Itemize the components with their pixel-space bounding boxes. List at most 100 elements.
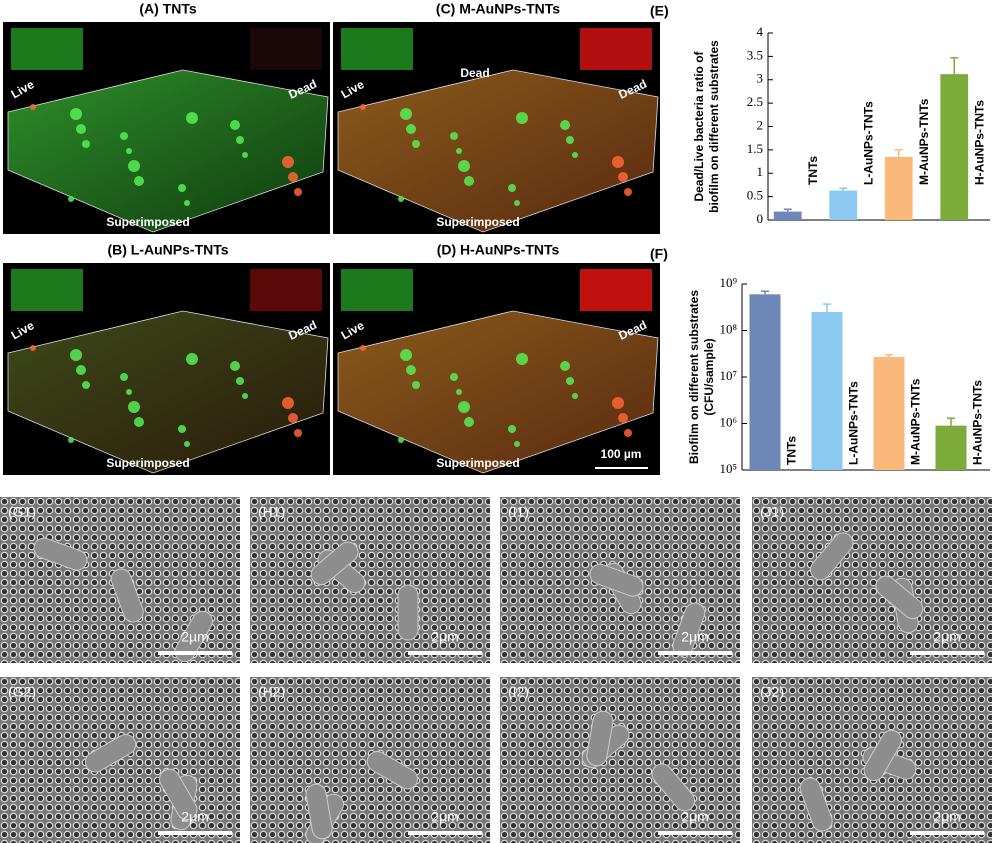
cell — [458, 401, 470, 413]
category-label: L-AuNPs-TNTs — [861, 101, 875, 185]
cell — [560, 361, 570, 371]
cell — [624, 429, 632, 437]
category-label: TNTs — [785, 436, 799, 465]
cell — [618, 172, 628, 182]
sem-label: (H1) — [258, 504, 285, 520]
y-tick-label: 2.5 — [747, 94, 763, 109]
cell — [360, 345, 366, 351]
cell — [514, 200, 520, 206]
y-tick-label: 1.5 — [747, 141, 763, 156]
bar — [884, 156, 913, 220]
y-tick-label: 10⁷ — [719, 368, 737, 383]
cell — [398, 196, 404, 202]
bar — [935, 425, 967, 470]
sem-image: (G1) 2µm — [0, 497, 240, 663]
y-tick-label: 10⁶ — [719, 414, 737, 429]
superimposed-label: Superimposed — [436, 456, 519, 470]
y-tick-label: 10⁸ — [719, 321, 737, 336]
cell — [412, 381, 420, 389]
category-label: M-AuNPs-TNTs — [909, 378, 923, 465]
sem-image: (I2) 2µm — [500, 677, 740, 843]
panel-title: (A) TNTs — [139, 1, 196, 17]
bacterium — [397, 584, 419, 641]
y-tick-label: 0 — [757, 211, 764, 226]
cell — [400, 108, 412, 120]
sem-image: (H2) 2µm — [250, 677, 490, 843]
cell — [242, 152, 248, 158]
cell — [572, 393, 578, 399]
cell — [398, 437, 404, 443]
cell — [566, 377, 574, 385]
category-label: M-AuNPs-TNTs — [917, 98, 931, 185]
cell — [560, 120, 570, 130]
y-tick-label: 10⁹ — [719, 275, 737, 290]
bacterium — [305, 783, 333, 840]
bacterium — [159, 768, 198, 821]
bacterium — [863, 729, 902, 782]
panel-title: (B) L-AuNPs-TNTs — [107, 242, 228, 258]
biofilm-box — [7, 69, 329, 233]
inset-live — [11, 28, 83, 70]
sem-label: (J1) — [760, 504, 784, 520]
cell — [120, 132, 128, 140]
cell — [126, 389, 132, 395]
cell — [76, 124, 86, 134]
panel-label: (E) — [650, 3, 669, 19]
bacterium — [809, 532, 854, 581]
inset-live — [341, 269, 413, 311]
cell — [230, 120, 240, 130]
cell — [70, 108, 82, 120]
y-tick-label: 2 — [757, 117, 764, 132]
cell — [120, 373, 128, 381]
cell — [406, 365, 416, 375]
superimposed-label: Superimposed — [106, 456, 189, 470]
cell — [624, 188, 632, 196]
bacterium — [33, 537, 88, 571]
panel-title: (D) H-AuNPs-TNTs — [437, 242, 560, 258]
scale-label: 2µm — [181, 629, 209, 645]
inset-live — [11, 269, 83, 311]
bacterium — [875, 575, 924, 620]
cell — [288, 413, 298, 423]
cell — [566, 136, 574, 144]
cell — [450, 132, 458, 140]
cell — [82, 381, 90, 389]
category-label: H-AuNPs-TNTs — [971, 380, 985, 465]
y-tick-label: 3 — [757, 71, 764, 86]
cell — [242, 393, 248, 399]
cell — [282, 156, 294, 168]
scale-label: 2µm — [681, 629, 709, 645]
bar — [873, 356, 905, 470]
y-axis-label: Dead/Live bacteria ratio of — [692, 50, 706, 201]
category-label: H-AuNPs-TNTs — [972, 100, 986, 185]
y-axis-label: (CFU/sample) — [702, 338, 716, 415]
sem-label: (G2) — [8, 684, 36, 700]
bar — [829, 190, 858, 220]
scale-label: 2µm — [681, 809, 709, 825]
cell — [30, 345, 36, 351]
cell — [134, 417, 144, 427]
scale-label: 2µm — [431, 809, 459, 825]
bacterium — [310, 541, 359, 586]
cell — [294, 188, 302, 196]
cell — [68, 196, 74, 202]
cell — [178, 184, 186, 192]
bacterium — [110, 568, 144, 623]
sem-image: (H1) 2µm — [250, 497, 490, 663]
cell — [294, 429, 302, 437]
scale-label: 2µm — [933, 809, 961, 825]
bacterium — [799, 777, 833, 832]
panel-label: (F) — [650, 246, 668, 262]
y-tick-label: 3.5 — [747, 47, 763, 62]
cell — [412, 140, 420, 148]
sem-image: (J2) 2µm — [752, 677, 992, 843]
cell — [186, 353, 198, 365]
biofilm-box — [7, 310, 329, 474]
cell — [230, 361, 240, 371]
inset-dead — [580, 269, 652, 311]
cell — [134, 176, 144, 186]
bacterium — [174, 610, 213, 663]
cell — [400, 349, 412, 361]
